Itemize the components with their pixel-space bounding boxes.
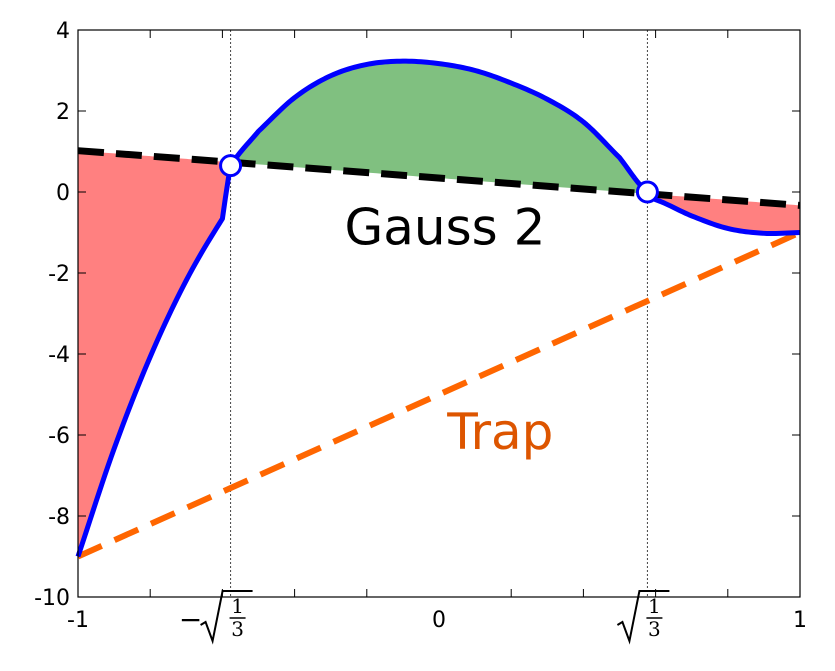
gauss-point-guides [230, 30, 648, 597]
fraction-denominator: 3 [648, 617, 661, 641]
gauss-points [219, 154, 659, 204]
radical-sign [200, 590, 253, 645]
axes [77, 29, 801, 598]
x-tick-label-sqrt: √(1/3)13 [616, 590, 670, 645]
y-tick-label: -4 [48, 343, 70, 368]
fraction-numerator: 1 [648, 594, 661, 618]
y-tick-label: -10 [34, 586, 70, 611]
gauss-point [635, 180, 659, 204]
x-tick-label: 0 [432, 608, 446, 633]
trap-line [76, 229, 802, 560]
y-tick-label: -2 [48, 262, 70, 287]
series-lines [75, 58, 802, 560]
gauss-point [219, 154, 243, 178]
fill-regions [78, 61, 800, 557]
x-tick-label: 1 [793, 608, 807, 633]
y-tick-label: -8 [48, 505, 70, 530]
y-tick-label: 0 [56, 181, 70, 206]
minus-sign: − [179, 603, 202, 636]
fill-middle [230, 61, 648, 194]
x-tick-label-sqrt: −√(1/3)−13 [179, 590, 253, 645]
y-tick-label: -6 [48, 424, 70, 449]
fraction-numerator: 1 [231, 594, 244, 618]
function-curve [75, 58, 801, 558]
gauss-line [77, 147, 801, 209]
trap-annotation: Trap [446, 403, 553, 461]
radical-sign [616, 590, 670, 645]
plot-frame [77, 29, 801, 598]
fill-right [647, 192, 800, 234]
labels: Gauss 2 Trap [345, 198, 554, 461]
fraction-denominator: 3 [231, 617, 244, 641]
y-tick-label: 2 [56, 100, 70, 125]
y-tick-label: 4 [56, 19, 70, 44]
fill-left [78, 150, 231, 557]
gauss-annotation: Gauss 2 [345, 198, 546, 256]
x-tick-label: -1 [67, 608, 89, 633]
